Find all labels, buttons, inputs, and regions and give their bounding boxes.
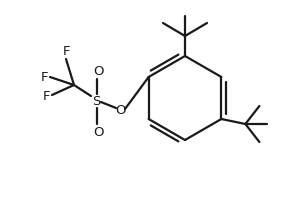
Text: O: O [93,64,103,77]
Text: O: O [93,125,103,138]
Text: F: F [41,70,49,83]
Text: S: S [92,95,100,108]
Text: F: F [62,44,70,57]
Text: F: F [43,89,51,103]
Text: O: O [116,103,126,117]
